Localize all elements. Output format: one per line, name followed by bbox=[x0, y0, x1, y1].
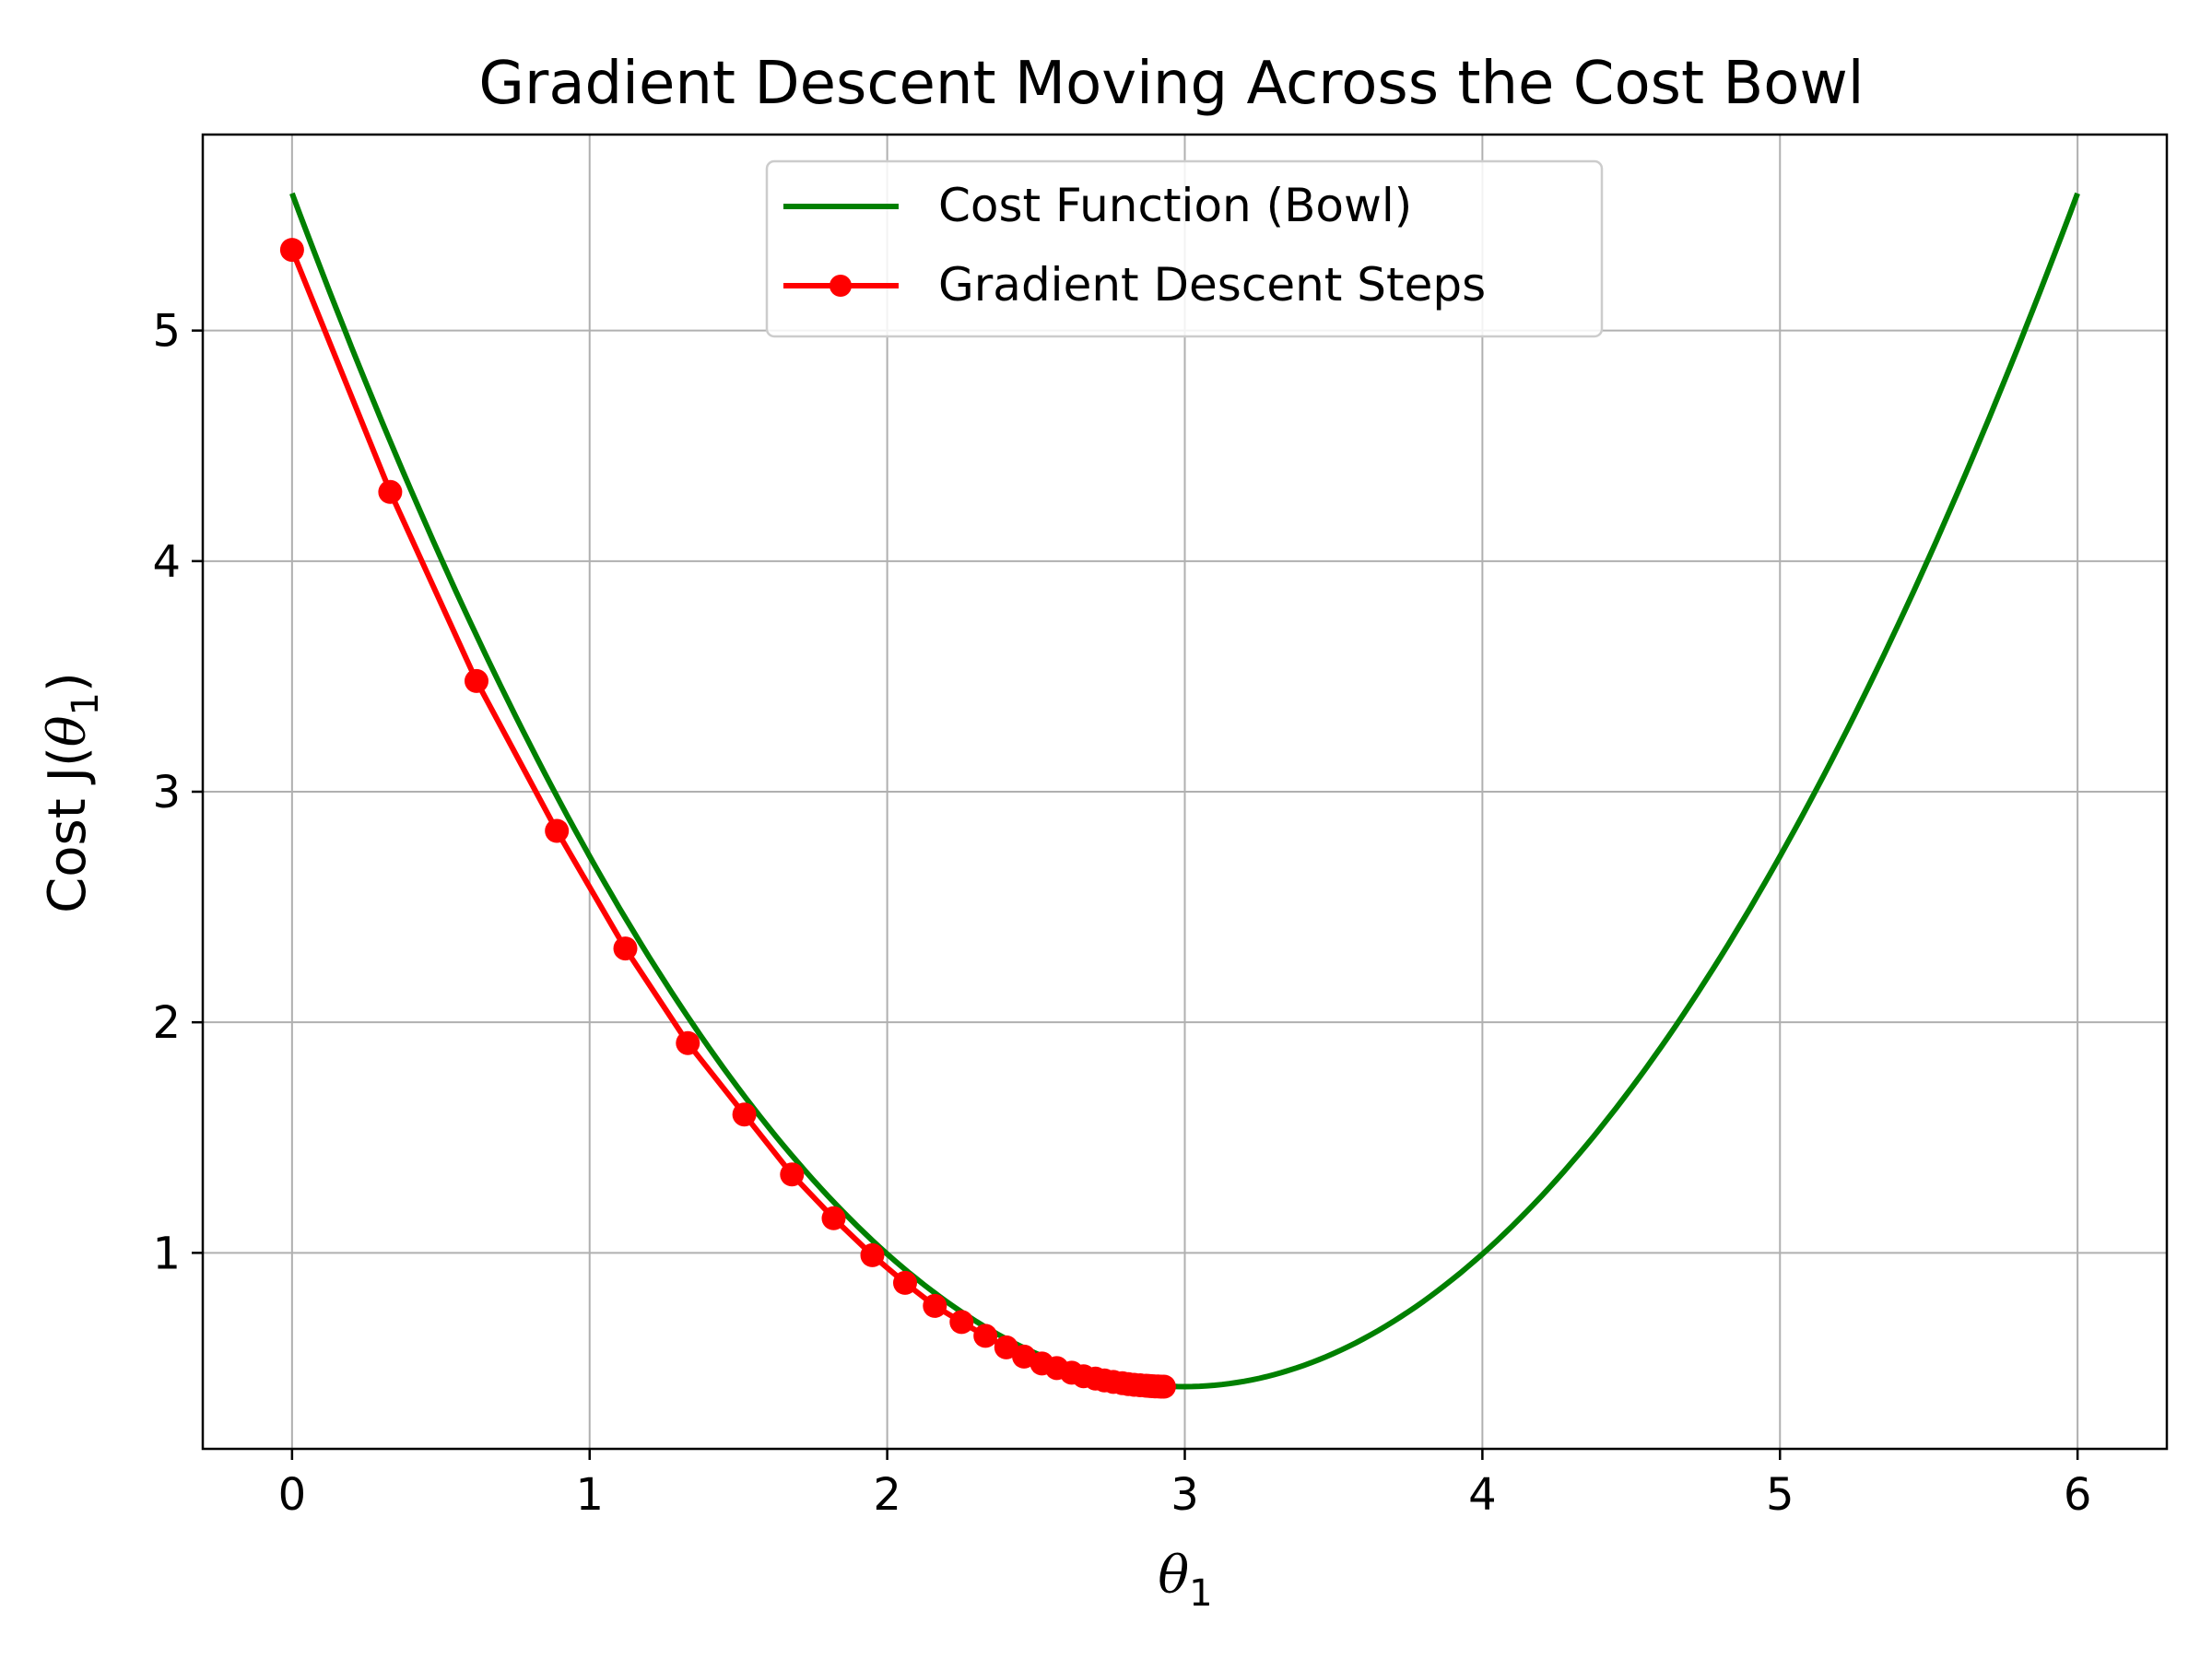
y-tick-label: 1 bbox=[152, 1228, 181, 1279]
gradient-descent-point bbox=[994, 1335, 1018, 1359]
gradient-descent-point bbox=[732, 1102, 757, 1127]
x-axis-label-subscript: 1 bbox=[1189, 1572, 1212, 1615]
x-axis-label: θ1 bbox=[1158, 1546, 1212, 1615]
gradient-descent-point bbox=[378, 479, 403, 504]
y-axis-label-suffix: ) bbox=[38, 672, 98, 692]
gradient-descent-point bbox=[545, 818, 570, 843]
y-axis-label: Cost J(θ1) bbox=[38, 672, 107, 913]
axis-ticks: 0 1 2 3 4 5 6 1 2 3 4 5 bbox=[152, 306, 2091, 1521]
y-axis-label-prefix: Cost J( bbox=[38, 747, 98, 913]
x-tick-label: 4 bbox=[1468, 1469, 1497, 1521]
legend-box bbox=[765, 159, 1604, 338]
x-tick-label: 2 bbox=[873, 1469, 901, 1521]
legend-label-gradient-descent: Gradient Descent Steps bbox=[938, 258, 1486, 312]
gradient-descent-line bbox=[289, 248, 1164, 1390]
legend-marker-gradient-descent bbox=[830, 275, 852, 297]
gradient-descent-point bbox=[973, 1324, 998, 1348]
chart-title: Gradient Descent Moving Across the Cost … bbox=[478, 50, 1864, 118]
gradient-descent-point bbox=[676, 1030, 700, 1055]
x-tick-label: 0 bbox=[278, 1469, 307, 1521]
legend: Cost Function (Bowl) Gradient Descent St… bbox=[765, 159, 1604, 338]
gradient-descent-point bbox=[949, 1310, 974, 1335]
gradient-descent-point bbox=[923, 1293, 947, 1318]
x-axis-label-symbol: θ bbox=[1158, 1546, 1189, 1606]
gradient-descent-point bbox=[893, 1270, 917, 1295]
series-layer bbox=[279, 192, 2080, 1399]
y-axis-label-subscript: 1 bbox=[65, 692, 107, 715]
y-tick-label: 2 bbox=[152, 997, 181, 1049]
x-tick-label: 3 bbox=[1171, 1469, 1199, 1521]
x-tick-label: 5 bbox=[1766, 1469, 1794, 1521]
gradient-descent-point bbox=[613, 936, 638, 961]
y-tick-label: 5 bbox=[152, 306, 181, 358]
grid-lines bbox=[203, 135, 2167, 1449]
gradient-descent-point bbox=[465, 668, 488, 693]
x-tick-label: 1 bbox=[575, 1469, 604, 1521]
gradient-descent-point bbox=[279, 238, 304, 263]
gradient-descent-point bbox=[780, 1162, 805, 1187]
legend-label-cost-function: Cost Function (Bowl) bbox=[938, 179, 1412, 232]
y-axis-label-symbol: θ bbox=[38, 715, 98, 747]
gradient-descent-point bbox=[821, 1206, 846, 1230]
x-tick-label: 6 bbox=[2064, 1469, 2092, 1521]
gradient-descent-point bbox=[860, 1242, 885, 1267]
cost-function-line bbox=[289, 192, 2080, 1390]
y-tick-label: 4 bbox=[152, 536, 181, 588]
y-tick-label: 3 bbox=[152, 767, 181, 818]
gradient-descent-point bbox=[1151, 1374, 1176, 1399]
